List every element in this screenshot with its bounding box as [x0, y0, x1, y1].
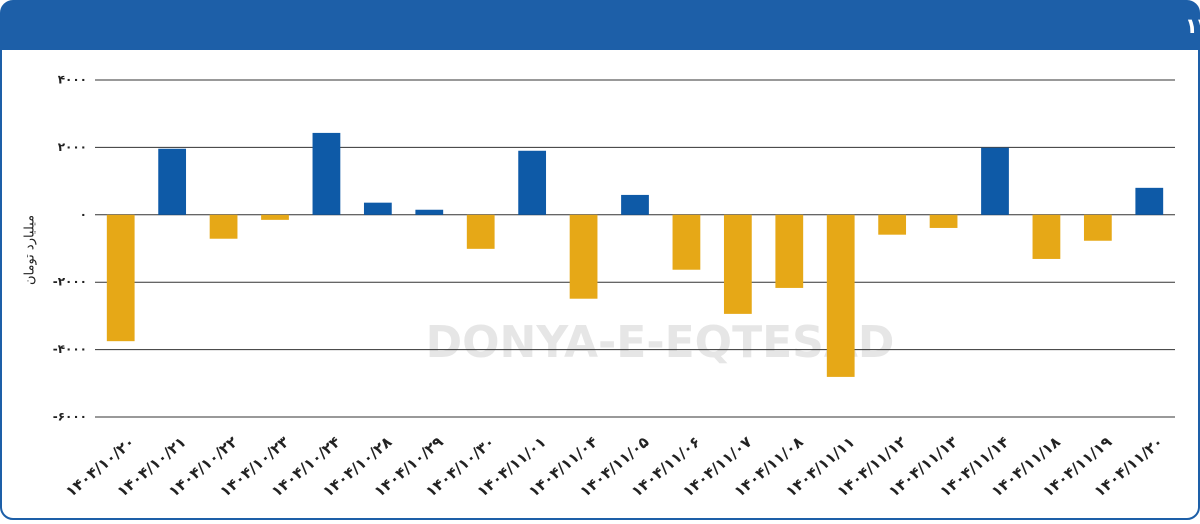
watermark: DONYA-E-EQTESAD: [426, 317, 895, 368]
bar: [1083, 214, 1112, 241]
bar: [672, 214, 701, 270]
y-tick-label: -۶۰۰۰: [53, 410, 87, 424]
bar: [312, 132, 341, 215]
bar: [466, 214, 495, 249]
y-tick-label: ۲۰۰۰: [58, 140, 87, 154]
y-tick-label: -۲۰۰۰: [53, 275, 87, 289]
y-axis-label: میلیارد تومان: [23, 215, 38, 285]
bar: [1135, 187, 1164, 215]
bar: [981, 147, 1009, 215]
bar: [518, 150, 547, 215]
bar: [775, 214, 804, 288]
bar: [723, 214, 752, 314]
bar: [158, 148, 187, 215]
bar: [1032, 214, 1061, 259]
bar: [621, 194, 649, 215]
bar: [106, 214, 135, 342]
chart-title: خالص تغییر مالکیت حقیقی به حقوقی صندوق‌ه…: [1185, 13, 1200, 38]
y-tick-label: -۴۰۰۰: [53, 342, 87, 356]
header-band: [1, 1, 1199, 50]
bar: [878, 214, 907, 235]
bar: [363, 202, 392, 215]
bar: [415, 209, 444, 215]
y-tick-label: ۴۰۰۰: [58, 73, 87, 87]
bar: [569, 214, 598, 299]
bar: [826, 214, 855, 377]
bar: [261, 214, 289, 220]
y-tick-label: ۰: [80, 207, 87, 221]
bar: [209, 214, 238, 239]
bar: [929, 214, 958, 228]
